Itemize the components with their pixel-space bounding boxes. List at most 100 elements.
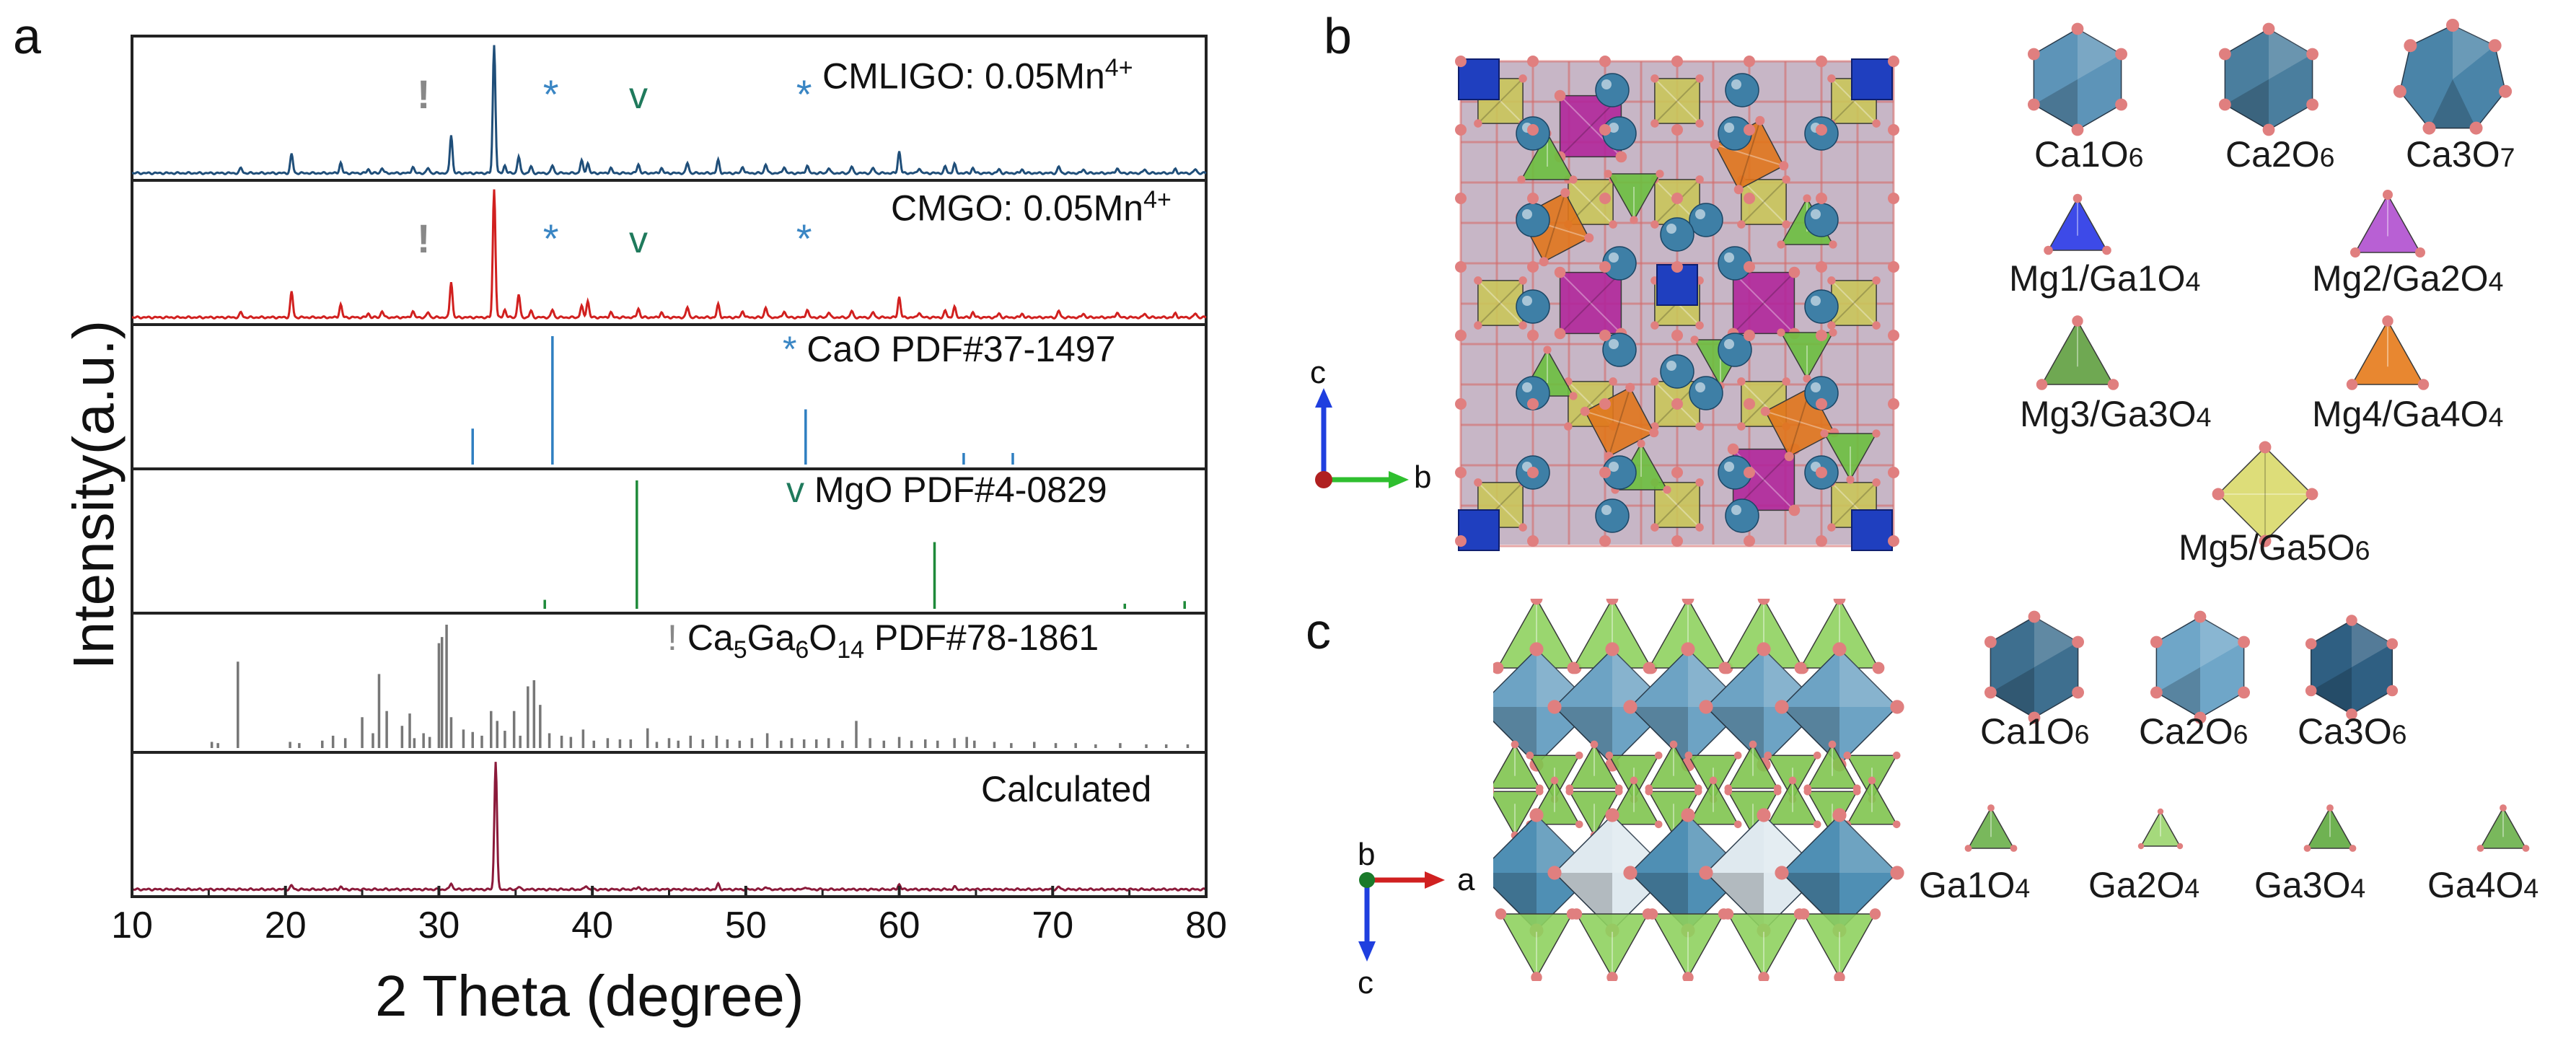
oxygen-atom <box>2072 686 2085 699</box>
oxygen-atom <box>1829 328 1837 337</box>
oxygen-atom <box>1827 276 1836 285</box>
polyhedron-face <box>1493 707 1537 765</box>
polyhedron-face <box>2269 29 2313 79</box>
series-label-cmgo: CMGO: 0.05Mn4+ <box>891 186 1171 229</box>
oxygen-atom <box>1630 776 1638 785</box>
ca-atom-highlight <box>1522 296 1532 306</box>
oxygen-atom <box>1744 467 1755 478</box>
oxygen-atom <box>1681 642 1695 656</box>
oxygen-atom <box>1560 188 1570 198</box>
oxygen-atom <box>2028 610 2041 623</box>
oxygen-atom <box>1727 443 1739 455</box>
tetrahedron <box>1803 913 1876 979</box>
oxygen-atom <box>2044 245 2053 255</box>
oxygen-atom <box>1580 406 1590 416</box>
oxygen-atom <box>2383 190 2393 200</box>
oxygen-atom <box>1517 175 1526 184</box>
oxygen-atom <box>1650 321 1659 330</box>
ca-atom-highlight <box>1601 79 1612 89</box>
oxygen-atom <box>2469 121 2483 135</box>
oxygen-atom <box>1493 661 1504 674</box>
oxygen-atom <box>1869 908 1881 920</box>
polyhedron-face <box>2034 79 2078 130</box>
oxygen-atom <box>2072 636 2085 648</box>
oxygen-atom <box>1816 535 1827 547</box>
oxygen-atom <box>2150 686 2163 699</box>
oxygen-atom <box>1832 808 1847 822</box>
oxygen-atom <box>1530 599 1543 605</box>
oxygen-atom <box>1695 422 1704 431</box>
oxygen-atom <box>1710 139 1720 149</box>
tetrahedron <box>1780 332 1834 380</box>
series-label-mgo-symbol: v <box>786 470 804 510</box>
ca-atom-highlight <box>1666 361 1676 371</box>
poly-label-ca3o6-c-sub: 6 <box>2391 719 2407 749</box>
oxygen-atom <box>2157 808 2164 815</box>
oxygen-atom <box>1833 599 1846 605</box>
oxygen-atom <box>1671 193 1683 204</box>
series-label-cmgo-sup: 4+ <box>1143 186 1171 214</box>
oxygen-atom <box>1872 321 1881 330</box>
polyhedron-face <box>2453 25 2495 79</box>
oxygen-atom <box>1846 475 1855 484</box>
oxygen-atom <box>2303 845 2311 852</box>
tetrahedron <box>2351 320 2425 385</box>
oxygen-atom <box>1695 478 1704 487</box>
tetrahedron <box>2479 806 2527 849</box>
oxygen-atom <box>1777 328 1785 337</box>
oxygen-atom <box>2386 685 2399 697</box>
oxygen-atom <box>1816 261 1827 273</box>
octahedron-edge <box>1568 179 1614 225</box>
axis-label-c-c: c <box>1358 965 1373 1001</box>
oxygen-atom <box>1888 467 1899 478</box>
xrd-series <box>210 625 1190 748</box>
poly-label-ca1o6-b-sub: 6 <box>2128 142 2144 172</box>
oxygen-atom <box>1599 124 1611 136</box>
oxygen-atom <box>1614 787 1623 796</box>
poly-label-ga4o4: Ga4O4 <box>2427 864 2538 906</box>
polyhedron-face <box>1990 667 2034 718</box>
oxygen-atom <box>1554 327 1566 340</box>
oxygen-atom <box>1584 233 1594 243</box>
ca-atom-highlight <box>1811 382 1821 392</box>
oxygen-atom <box>1599 330 1611 341</box>
oxygen-atom <box>2071 123 2084 136</box>
tetrahedron <box>1568 743 1620 789</box>
x-tick-label: 10 <box>111 905 153 946</box>
oxygen-atom <box>1650 377 1659 386</box>
oxygen-atom <box>1788 776 1797 785</box>
ca-atom-highlight <box>1731 79 1741 89</box>
oxygen-atom <box>1570 908 1583 920</box>
oxygen-atom <box>2382 315 2393 327</box>
oxygen-atom <box>1527 124 1539 136</box>
oxygen-atom <box>1511 740 1519 749</box>
oxygen-atom <box>2262 123 2275 136</box>
xrd-series: ! * v * <box>131 189 1207 320</box>
oxygen-atom <box>1455 330 1467 341</box>
oxygen-atom <box>1744 535 1755 547</box>
octahedron-edge <box>1477 280 1524 326</box>
polyhedron-face <box>2225 79 2269 130</box>
oxygen-atom <box>1518 74 1527 83</box>
ca-atom <box>1725 73 1759 107</box>
oxygen-atom <box>1872 429 1881 438</box>
oxygen-atom <box>1455 467 1467 478</box>
oxygen-atom <box>1599 535 1611 547</box>
xrd-line <box>131 189 1207 320</box>
xrd-peak-marker: * <box>796 216 812 261</box>
tetrahedron <box>2047 197 2108 251</box>
oxygen-atom <box>1829 240 1837 249</box>
oxygen-atom <box>2259 535 2272 548</box>
oxygen-atom <box>1775 866 1789 880</box>
oxygen-atom <box>2305 488 2318 501</box>
poly-label-mg3ga3o4-sub: 4 <box>2196 402 2212 432</box>
ca-atom-highlight <box>1811 296 1821 306</box>
octahedron-edge <box>1568 381 1614 427</box>
x-tick-label: 30 <box>418 905 460 946</box>
ca-atom <box>1725 498 1759 533</box>
octahedron-edge <box>1764 410 1835 434</box>
series-label-ca5ga6o14-sub1: 5 <box>733 636 747 664</box>
oxygen-atom <box>1709 776 1718 785</box>
oxygen-atom <box>1828 740 1837 749</box>
oxygen-atom <box>1656 170 1664 178</box>
